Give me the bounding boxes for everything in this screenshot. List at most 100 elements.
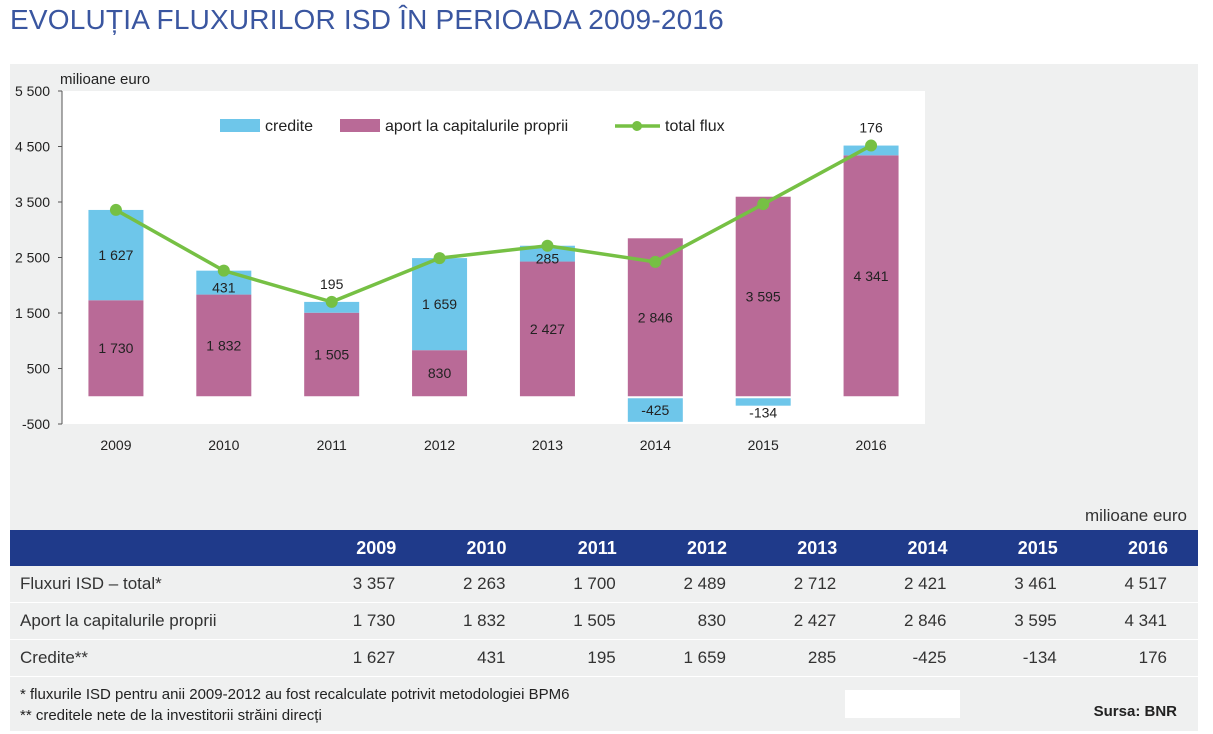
table-row: Fluxuri ISD – total* 3 357 2 263 1 700 2… xyxy=(10,566,1198,603)
legend-label-total: total flux xyxy=(665,118,725,135)
table-header-empty xyxy=(10,530,316,566)
data-table: 2009 2010 2011 2012 2013 2014 2015 2016 … xyxy=(10,530,1198,677)
total-flux-point xyxy=(757,198,770,211)
bar-credite xyxy=(519,245,575,262)
table-cell: 1 659 xyxy=(646,639,757,677)
table-cell: 3 461 xyxy=(977,566,1088,603)
data-label-credite: 195 xyxy=(320,276,344,292)
table-header-year: 2016 xyxy=(1087,530,1198,566)
source-label: Sursa: BNR xyxy=(1093,703,1177,720)
table-cell: 4 341 xyxy=(1087,602,1198,640)
total-flux-point xyxy=(865,139,878,152)
total-flux-point xyxy=(109,203,122,216)
data-label-aport: 830 xyxy=(428,365,452,381)
total-flux-point xyxy=(433,252,446,265)
table-cell: 2 263 xyxy=(426,566,537,603)
y-tick-label: 3 500 xyxy=(15,194,50,210)
x-tick-label: 2013 xyxy=(532,437,563,453)
x-tick-label: 2014 xyxy=(640,437,671,453)
table-cell: -425 xyxy=(867,639,978,677)
data-label-aport: 1 730 xyxy=(98,340,133,356)
bar-credite xyxy=(196,270,252,295)
data-label-credite: -134 xyxy=(749,405,777,421)
table-cell: 3 357 xyxy=(316,566,427,603)
bar-aport xyxy=(88,300,144,397)
total-flux-point xyxy=(649,255,662,268)
bar-aport xyxy=(412,350,468,397)
table-cell: 2 421 xyxy=(867,566,978,603)
total-flux-point xyxy=(217,264,230,277)
row-label: Aport la capitalurile proprii xyxy=(10,602,316,640)
table-header-row: 2009 2010 2011 2012 2013 2014 2015 2016 xyxy=(10,530,1198,566)
bar-aport xyxy=(196,294,252,397)
bar-credite xyxy=(627,398,683,422)
data-label-aport: 2 846 xyxy=(638,309,673,325)
footnote: * fluxurile ISD pentru anii 2009-2012 au… xyxy=(20,686,570,703)
table-cell: 1 700 xyxy=(536,566,647,603)
y-tick-label: 2 500 xyxy=(15,250,50,266)
x-tick-label: 2012 xyxy=(424,437,455,453)
page-title: EVOLUȚIA FLUXURILOR ISD ÎN PERIOADA 2009… xyxy=(10,4,724,35)
table-header-year: 2009 xyxy=(316,530,427,566)
data-label-credite: 431 xyxy=(212,280,236,296)
plot-area xyxy=(62,91,925,424)
table-header-year: 2014 xyxy=(867,530,978,566)
y-tick-label: 4 500 xyxy=(15,139,50,155)
y-tick-label: 5 500 xyxy=(15,83,50,99)
legend-swatch-aport xyxy=(340,119,380,132)
total-flux-point xyxy=(325,295,338,308)
table-cell: 195 xyxy=(536,639,647,677)
x-tick-label: 2016 xyxy=(855,437,886,453)
footnotes: * fluxurile ISD pentru anii 2009-2012 au… xyxy=(20,684,569,726)
y-tick-label: 1 500 xyxy=(15,305,50,321)
data-label-aport: 3 595 xyxy=(746,288,781,304)
table-cell: 1 730 xyxy=(316,602,427,640)
table-unit-label: milioane euro xyxy=(1084,506,1187,525)
total-flux-line xyxy=(115,144,872,304)
table-row: Credite** 1 627 431 195 1 659 285 -425 -… xyxy=(10,639,1198,677)
total-flux-point xyxy=(541,239,554,252)
table-cell: 2 712 xyxy=(757,566,868,603)
table-cell: 4 517 xyxy=(1087,566,1198,603)
data-label-aport: 4 341 xyxy=(854,268,889,284)
bar-aport xyxy=(735,196,791,397)
bar-credite xyxy=(88,209,144,301)
table-header-year: 2013 xyxy=(757,530,868,566)
table-cell: 1 832 xyxy=(426,602,537,640)
table-cell: 830 xyxy=(646,602,757,640)
isd-flows-chart: -500 500 1 500 2 500 3 500 4 500 5 500 milioane… xyxy=(15,71,925,453)
legend-swatch-credite xyxy=(220,119,260,132)
table-cell: 285 xyxy=(757,639,868,677)
table-cell: 3 595 xyxy=(977,602,1088,640)
blank-box xyxy=(845,690,960,718)
table-cell: 2 489 xyxy=(646,566,757,603)
bar-credite xyxy=(412,258,468,351)
bar-aport xyxy=(304,312,360,397)
bar-credite xyxy=(735,398,791,406)
bar-aport xyxy=(843,155,899,397)
y-tick-label: 500 xyxy=(27,361,51,377)
data-label-credite: 176 xyxy=(859,120,883,136)
row-label: Fluxuri ISD – total* xyxy=(10,566,316,603)
table-header-year: 2011 xyxy=(536,530,647,566)
x-tick-label: 2009 xyxy=(100,437,131,453)
x-tick-label: 2011 xyxy=(317,437,347,453)
legend-label-credite: credite xyxy=(265,118,313,135)
data-label-aport: 1 832 xyxy=(206,337,241,353)
bar-aport xyxy=(519,261,575,397)
table-header-year: 2012 xyxy=(646,530,757,566)
table-cell: -134 xyxy=(977,639,1088,677)
table-cell: 431 xyxy=(426,639,537,677)
table-cell: 176 xyxy=(1087,639,1198,677)
table-cell: 2 427 xyxy=(757,602,868,640)
legend-label-aport: aport la capitalurile proprii xyxy=(385,118,568,135)
x-tick-label: 2015 xyxy=(748,437,779,453)
footnote: ** creditele nete de la investitorii str… xyxy=(20,707,322,724)
table-cell: 2 846 xyxy=(867,602,978,640)
row-label: Credite** xyxy=(10,639,316,677)
data-label-aport: 1 505 xyxy=(314,346,349,362)
table-header-year: 2010 xyxy=(426,530,537,566)
data-label-credite: -425 xyxy=(641,402,669,418)
data-label-credite: 1 659 xyxy=(422,296,457,312)
table-row: Aport la capitalurile proprii 1 730 1 83… xyxy=(10,602,1198,640)
